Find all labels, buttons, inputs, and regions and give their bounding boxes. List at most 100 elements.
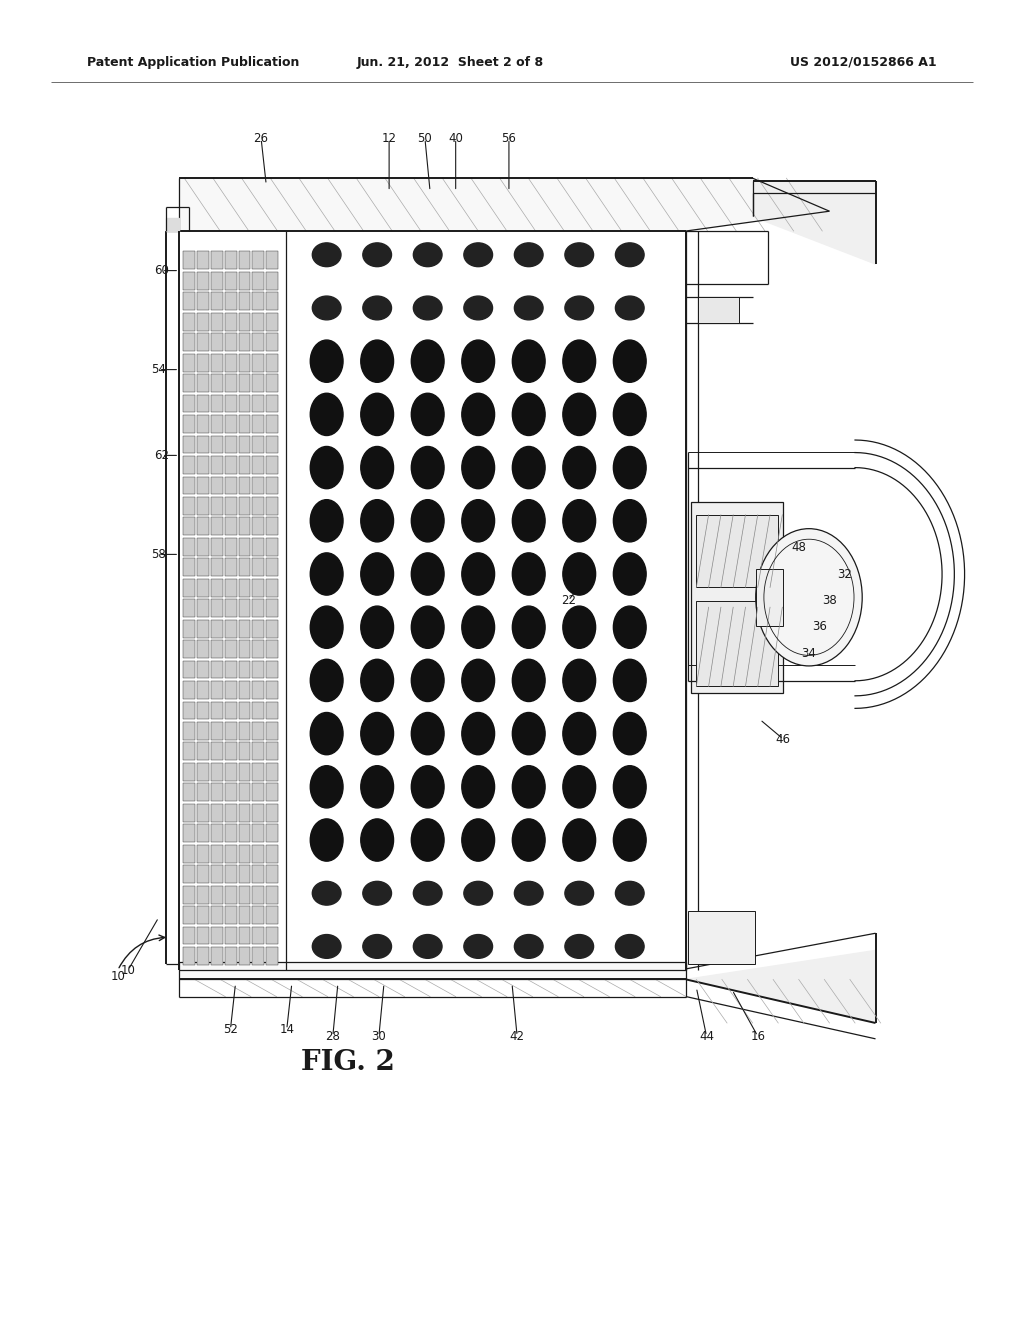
Bar — [183, 660, 195, 678]
Circle shape — [613, 659, 646, 701]
Ellipse shape — [615, 935, 644, 958]
Bar — [211, 292, 223, 310]
Ellipse shape — [615, 296, 644, 319]
Circle shape — [360, 500, 393, 543]
Text: 26: 26 — [254, 132, 268, 145]
Circle shape — [512, 713, 545, 755]
Bar — [197, 599, 209, 616]
Circle shape — [360, 713, 393, 755]
Bar — [253, 783, 264, 801]
Text: 60: 60 — [155, 264, 169, 277]
Bar — [183, 722, 195, 739]
Ellipse shape — [464, 882, 493, 906]
Bar — [266, 333, 279, 351]
Bar — [183, 354, 195, 371]
Bar — [691, 502, 783, 693]
Text: 62: 62 — [155, 449, 169, 462]
Bar — [225, 845, 237, 863]
Bar — [266, 742, 279, 760]
Bar — [197, 804, 209, 821]
Bar — [239, 496, 251, 515]
Bar — [197, 292, 209, 310]
Bar — [253, 886, 264, 903]
Bar — [253, 272, 264, 289]
Bar — [266, 927, 279, 945]
Circle shape — [462, 500, 495, 543]
Bar — [253, 681, 264, 698]
Circle shape — [563, 713, 596, 755]
Bar — [183, 927, 195, 945]
Circle shape — [412, 606, 444, 648]
Bar — [211, 845, 223, 863]
Ellipse shape — [514, 935, 543, 958]
Bar — [225, 722, 237, 739]
Ellipse shape — [464, 935, 493, 958]
Bar — [266, 906, 279, 924]
Bar — [211, 333, 223, 351]
Bar — [253, 763, 264, 780]
Bar — [266, 783, 279, 801]
Bar — [239, 845, 251, 863]
Circle shape — [613, 713, 646, 755]
Bar — [225, 496, 237, 515]
Circle shape — [412, 553, 444, 595]
Ellipse shape — [414, 882, 442, 906]
Ellipse shape — [312, 882, 341, 906]
Text: 10: 10 — [111, 970, 125, 983]
Bar — [239, 681, 251, 698]
Text: Patent Application Publication: Patent Application Publication — [87, 55, 299, 69]
Bar — [266, 517, 279, 535]
Bar — [253, 722, 264, 739]
Bar — [253, 333, 264, 351]
Bar — [211, 783, 223, 801]
Circle shape — [462, 553, 495, 595]
Bar — [183, 537, 195, 556]
Bar — [239, 251, 251, 269]
Bar — [239, 414, 251, 433]
Bar — [225, 804, 237, 821]
Circle shape — [462, 606, 495, 648]
Bar — [211, 866, 223, 883]
Bar — [211, 517, 223, 535]
Text: 14: 14 — [280, 1023, 294, 1036]
Bar — [211, 701, 223, 719]
Bar — [183, 455, 195, 474]
Circle shape — [360, 393, 393, 436]
Bar — [266, 414, 279, 433]
Circle shape — [613, 818, 646, 861]
Bar — [183, 845, 195, 863]
Bar — [211, 354, 223, 371]
Bar — [197, 558, 209, 576]
Bar — [239, 578, 251, 597]
Ellipse shape — [414, 935, 442, 958]
Bar — [183, 517, 195, 535]
Ellipse shape — [565, 882, 594, 906]
Bar — [183, 251, 195, 269]
Bar — [183, 763, 195, 780]
Bar — [183, 906, 195, 924]
Bar — [179, 962, 686, 979]
Circle shape — [756, 529, 862, 667]
Bar — [197, 313, 209, 330]
Bar — [183, 783, 195, 801]
Text: 40: 40 — [449, 132, 463, 145]
Bar — [211, 313, 223, 330]
Circle shape — [512, 766, 545, 808]
Bar — [225, 578, 237, 597]
Ellipse shape — [414, 243, 442, 267]
Bar — [197, 333, 209, 351]
Ellipse shape — [312, 296, 341, 319]
Text: 42: 42 — [510, 1030, 524, 1043]
Bar — [253, 640, 264, 657]
Bar — [183, 436, 195, 453]
Bar — [183, 599, 195, 616]
Bar — [225, 866, 237, 883]
Circle shape — [360, 818, 393, 861]
Bar — [211, 395, 223, 412]
Circle shape — [462, 446, 495, 488]
Bar — [253, 251, 264, 269]
Bar — [253, 701, 264, 719]
Ellipse shape — [514, 882, 543, 906]
Circle shape — [462, 341, 495, 383]
Bar — [266, 455, 279, 474]
